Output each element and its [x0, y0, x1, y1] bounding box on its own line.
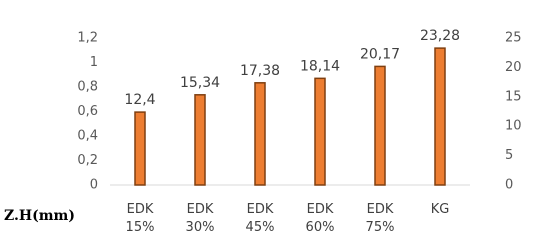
y-tick-label: 0,6: [77, 104, 98, 119]
bar: [134, 111, 146, 186]
x-tick-label: EDK 15%: [125, 202, 155, 235]
x-tick-label: EDK 75%: [365, 202, 395, 235]
y2-tick-label: 20: [505, 60, 522, 75]
x-tick-label: EDK 45%: [245, 202, 275, 235]
y-tick-label: 0,4: [77, 129, 98, 144]
y2-tick-label: 25: [505, 31, 522, 46]
bar: [374, 65, 386, 186]
data-label: 17,38: [240, 63, 280, 79]
y2-tick-label: 5: [505, 148, 513, 163]
data-label: 23,28: [420, 28, 460, 44]
bar: [434, 47, 446, 186]
bar: [314, 77, 326, 186]
y-tick-label: 0,2: [77, 153, 98, 168]
bar: [194, 94, 206, 186]
y-tick-label: 0: [90, 178, 98, 193]
bar: [254, 82, 266, 186]
data-label: 18,14: [300, 58, 340, 74]
y-tick-label: 0,8: [77, 80, 98, 95]
x-tick-label: EDK 60%: [305, 202, 335, 235]
y2-tick-label: 0: [505, 178, 513, 193]
x-tick-label: EDK 30%: [185, 202, 215, 235]
x-tick-label: KG: [430, 202, 450, 217]
y2-tick-label: 15: [505, 89, 522, 104]
y2-tick-label: 10: [505, 119, 522, 134]
data-label: 12,4: [124, 92, 155, 108]
data-label: 15,34: [180, 75, 220, 91]
data-label: 20,17: [360, 46, 400, 62]
y-tick-label: 1,2: [77, 31, 98, 46]
y-axis-label: Z.H(mm): [4, 208, 75, 224]
y-tick-label: 1: [90, 55, 98, 70]
